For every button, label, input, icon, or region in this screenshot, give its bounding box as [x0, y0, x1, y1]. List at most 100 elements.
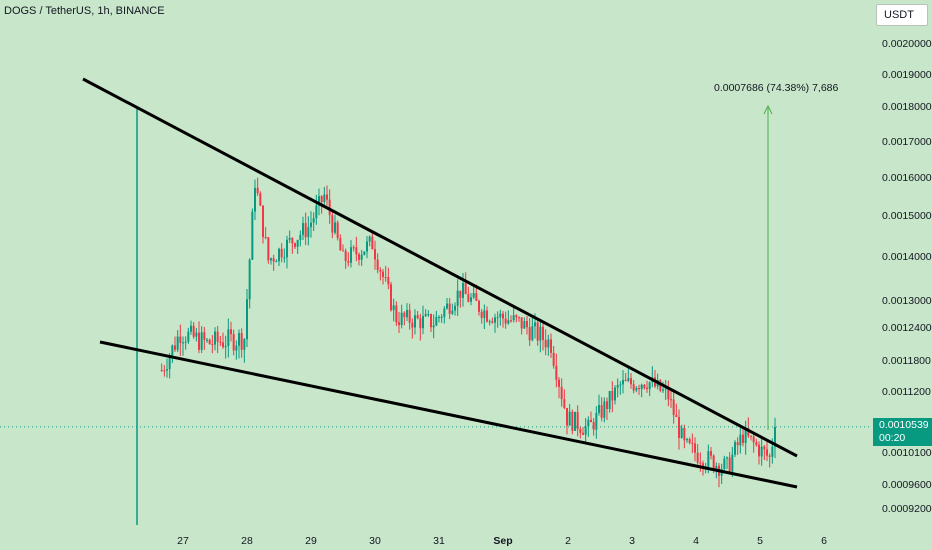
candle-body [755, 442, 758, 445]
candle-body [768, 455, 771, 457]
candle-body [299, 234, 302, 240]
candle-body [547, 339, 550, 348]
candle-body [678, 417, 680, 438]
candle-body [675, 415, 678, 418]
candle-body [414, 315, 416, 328]
candle-body [683, 427, 686, 441]
candle-body [571, 411, 574, 431]
candle-body [731, 454, 734, 472]
candle-body [616, 385, 619, 388]
candle-body [216, 331, 219, 342]
candle-body [294, 243, 296, 247]
candle-body [499, 313, 502, 318]
candle-body [763, 446, 766, 450]
candle-body [630, 378, 632, 385]
candle-body [771, 446, 774, 457]
candle-body [246, 299, 248, 340]
candle-body [523, 321, 526, 329]
candle-body [606, 401, 608, 410]
candle-body [496, 317, 499, 319]
candle-body [451, 310, 454, 314]
time-tick-label: 27 [177, 535, 189, 547]
candle-body [206, 339, 208, 341]
candle-body [592, 422, 595, 430]
candle-body [664, 388, 667, 390]
candle-body [752, 436, 755, 443]
candle-body [672, 399, 675, 416]
currency-button[interactable]: USDT [876, 4, 928, 26]
candle-body [176, 336, 179, 350]
candle-body [467, 294, 470, 302]
candle-body [726, 457, 728, 459]
price-tick-label: 0.0017000 [882, 136, 932, 148]
candle-body [163, 370, 166, 372]
candle-body [422, 316, 424, 329]
time-tick-label: 31 [433, 535, 445, 547]
candle-body [211, 344, 214, 346]
candle-body [350, 247, 352, 263]
candle-body [352, 247, 355, 249]
candle-body [318, 196, 320, 206]
candle-body [459, 290, 462, 298]
candle-body [560, 386, 563, 400]
time-tick-label: 4 [693, 535, 699, 547]
candle-body [224, 345, 227, 348]
candle-body [251, 211, 254, 260]
candle-body [600, 405, 603, 418]
candle-body [366, 241, 368, 252]
price-tick-label: 0.0013000 [882, 295, 932, 307]
bar-countdown: 00:20 [879, 432, 906, 444]
candle-body [579, 429, 582, 433]
candle-body [480, 311, 483, 318]
candle-body [568, 411, 571, 426]
candle-body [696, 452, 699, 463]
candle-body [598, 405, 600, 413]
candle-body [699, 462, 702, 464]
candle-body [208, 339, 211, 345]
candle-body [171, 345, 174, 357]
candle-body [376, 259, 379, 270]
candle-body [331, 215, 334, 233]
price-tick-label: 0.0012400 [882, 322, 932, 334]
time-tick-label: 5 [757, 535, 763, 547]
candle-body [264, 237, 267, 239]
candle-body [750, 435, 752, 437]
candle-body [491, 321, 494, 323]
candle-body [387, 277, 390, 285]
candle-body [670, 399, 672, 401]
candle-body [272, 258, 275, 262]
candle-body [406, 309, 408, 318]
price-tick-label: 0.0018000 [882, 101, 932, 113]
candle-body [267, 237, 270, 261]
candle-body [200, 332, 203, 350]
candle-body [558, 379, 560, 387]
candle-body [259, 193, 262, 206]
candle-body [203, 332, 206, 340]
candle-body [662, 389, 664, 391]
candle-body [728, 457, 731, 472]
candle-body [254, 187, 256, 212]
candle-body [214, 331, 216, 345]
candle-body [448, 303, 451, 314]
candle-body [462, 283, 464, 298]
candle-body [395, 305, 398, 323]
projection-arrow-head [763, 104, 773, 115]
candle-body [494, 317, 496, 323]
candle-body [534, 322, 536, 327]
candle-body [238, 333, 240, 346]
candle-body [379, 269, 382, 272]
candle-body [304, 223, 307, 238]
candle-body [435, 317, 438, 326]
candle-body [694, 443, 696, 453]
candle-body [550, 339, 552, 353]
candle-body [278, 248, 280, 262]
price-axis: 0.0020000 0.0019000 0.0018000 0.0017000 0.00… [882, 38, 932, 515]
candle-body [614, 387, 616, 401]
candle-body [760, 446, 763, 457]
candle-body [184, 341, 187, 343]
candle-body [584, 426, 587, 435]
candle-body [544, 339, 547, 348]
candle-body [187, 331, 190, 342]
